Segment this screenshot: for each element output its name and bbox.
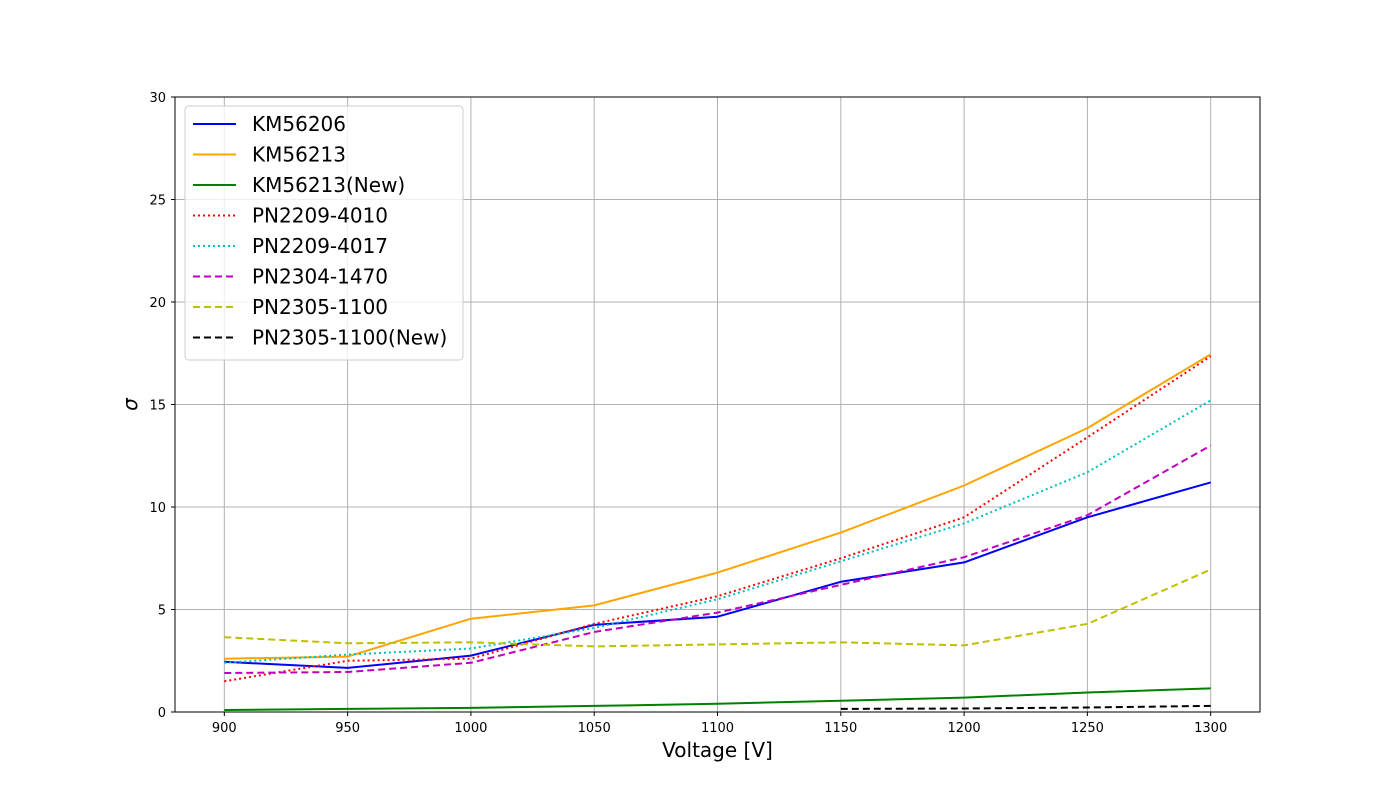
legend-entry-label: PN2209-4017	[252, 234, 388, 258]
y-tick-label: 0	[158, 706, 166, 721]
x-tick-label: 1200	[948, 721, 981, 736]
series-line-pn2209-4010	[224, 355, 1212, 683]
series-lines	[224, 353, 1212, 711]
x-tick-label: 900	[212, 721, 237, 736]
legend-entry-label: PN2304-1470	[252, 265, 388, 289]
legend-entry-label: KM56213(New)	[252, 173, 405, 197]
y-tick-label: 5	[158, 604, 166, 619]
legend-entry-label: KM56206	[252, 112, 346, 136]
legend-entry-label: PN2305-1100(New)	[252, 326, 447, 350]
legend: KM56206 KM56213 KM56213(New) PN2209-4010 PN2…	[184, 105, 464, 361]
legend-entry-label: KM56213	[252, 143, 346, 167]
x-axis-ticks: 900 950 1000 1050 1100 1150 1200 1250 1300	[212, 712, 1227, 736]
series-line-km56206	[224, 481, 1211, 669]
series-line-pn2305-1100-new	[840, 704, 1211, 710]
y-tick-label: 30	[149, 91, 166, 106]
x-tick-label: 1300	[1194, 721, 1227, 736]
x-tick-label: 1000	[454, 721, 487, 736]
x-tick-label: 1100	[701, 721, 734, 736]
x-axis-label: Voltage [V]	[662, 738, 773, 762]
x-tick-label: 1150	[824, 721, 857, 736]
y-axis-ticks: 0 5 10 15 20 25 30	[149, 91, 175, 721]
series-line-km56213-new	[224, 687, 1211, 711]
y-tick-label: 15	[149, 399, 166, 414]
y-tick-label: 25	[149, 194, 166, 209]
y-tick-label: 20	[149, 296, 166, 311]
x-tick-label: 1050	[578, 721, 611, 736]
y-tick-label: 10	[149, 501, 166, 516]
legend-entry-label: PN2305-1100	[252, 295, 388, 319]
series-line-pn2304-1470	[224, 444, 1212, 674]
x-tick-label: 950	[335, 721, 360, 736]
legend-box	[184, 105, 464, 361]
legend-entry-label: PN2209-4010	[252, 204, 388, 228]
series-line-pn2209-4017	[224, 399, 1212, 664]
x-tick-label: 1250	[1071, 721, 1104, 736]
y-axis-label: σ	[118, 397, 142, 411]
series-line-km56213	[224, 353, 1212, 660]
